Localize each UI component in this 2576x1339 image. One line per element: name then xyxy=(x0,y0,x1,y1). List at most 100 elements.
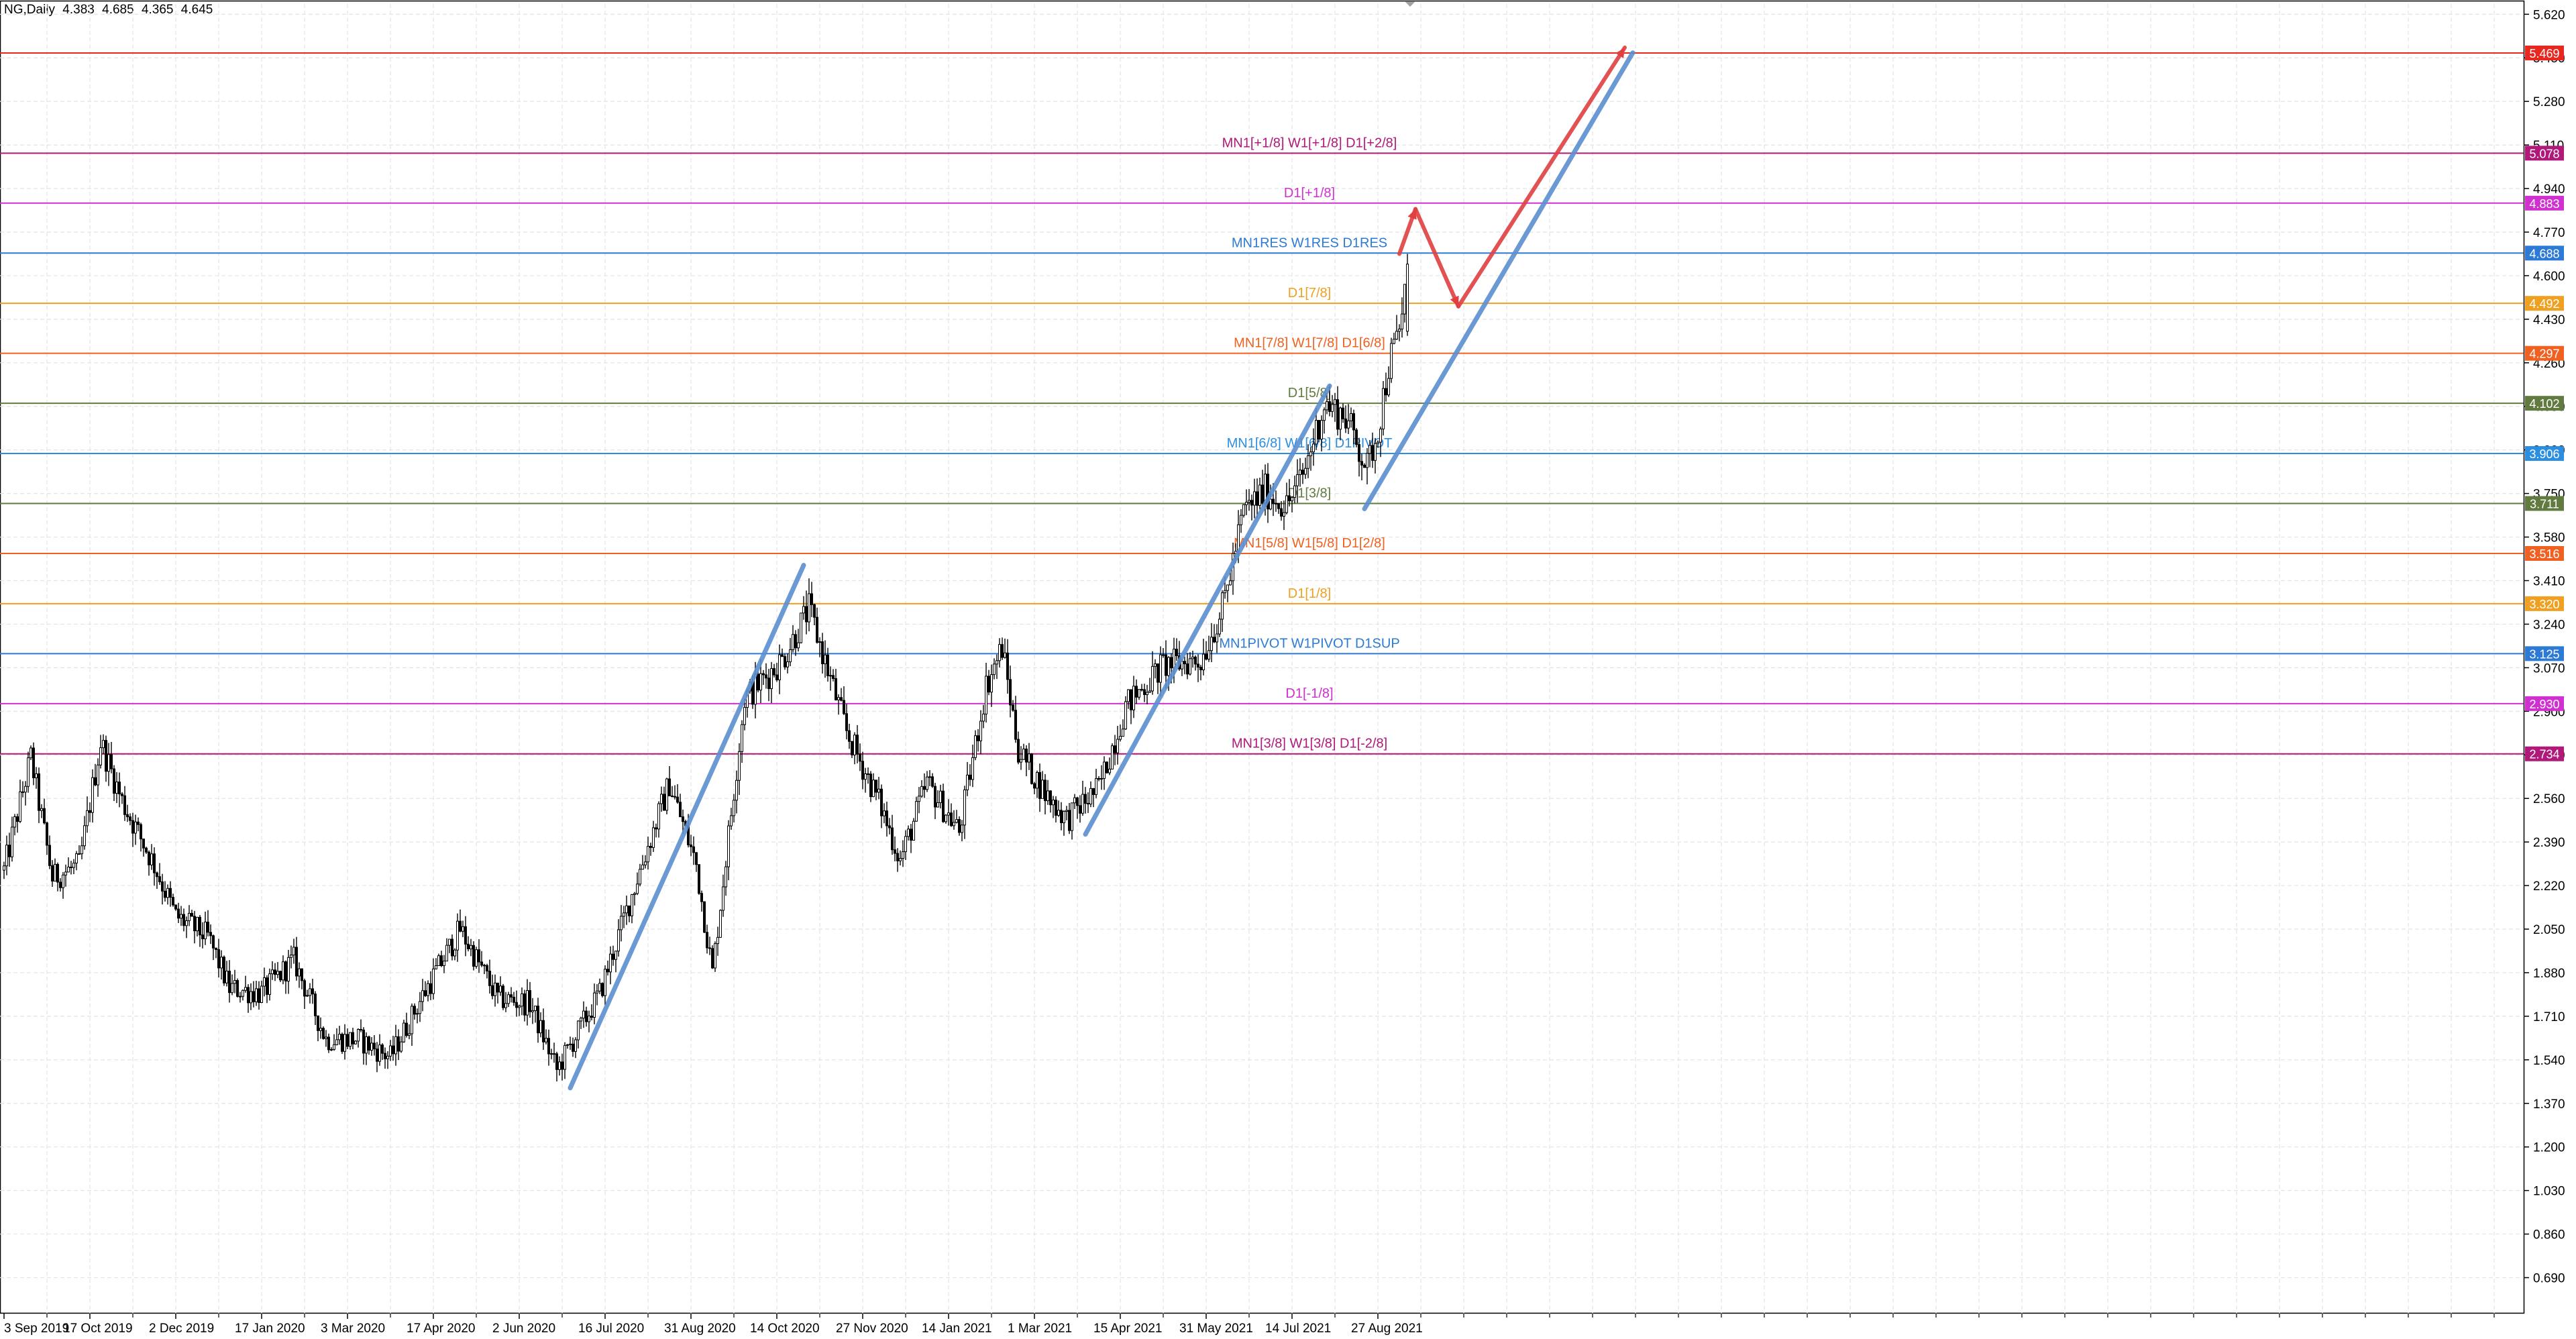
candle-body xyxy=(1221,592,1224,620)
y-tick-label: 0.860 xyxy=(2533,1228,2565,1242)
candle-body xyxy=(287,957,290,982)
candle xyxy=(453,948,456,961)
candle-body xyxy=(606,969,609,973)
candle-body xyxy=(945,814,947,822)
candle xyxy=(435,958,437,970)
candle-body xyxy=(1111,745,1114,769)
candle-body xyxy=(1205,653,1208,660)
candle xyxy=(888,818,891,835)
candle xyxy=(1374,437,1377,474)
candle xyxy=(1025,745,1028,777)
candle xyxy=(274,963,276,981)
candle-body xyxy=(494,982,496,996)
candle xyxy=(241,989,244,1001)
candle xyxy=(250,983,252,1010)
y-tick-label: 3.410 xyxy=(2533,574,2565,588)
candle-body xyxy=(1025,748,1028,763)
candle-body xyxy=(1157,663,1159,683)
candle xyxy=(649,843,652,856)
candle-body xyxy=(48,845,51,866)
candle xyxy=(572,1037,574,1057)
candle-body xyxy=(977,735,979,741)
candle xyxy=(1052,796,1055,818)
candle-body xyxy=(832,675,835,680)
candle xyxy=(1307,444,1309,478)
level-price-tag-text: 4.297 xyxy=(2529,347,2559,361)
candle-body xyxy=(456,920,459,951)
candle-body xyxy=(153,853,156,873)
candle xyxy=(1323,407,1326,434)
candle xyxy=(660,786,663,812)
candle xyxy=(961,820,963,842)
candle xyxy=(193,910,196,944)
candle-body xyxy=(252,991,255,1002)
candle-body xyxy=(818,641,821,643)
candle xyxy=(357,1028,360,1048)
candle xyxy=(1119,724,1122,742)
candle-body xyxy=(1052,800,1055,806)
level-price-tag xyxy=(2525,45,2564,60)
candle xyxy=(1339,407,1342,441)
candle xyxy=(655,823,657,838)
candle-body xyxy=(301,968,303,981)
candle xyxy=(91,769,94,823)
level-price-tag xyxy=(2525,496,2564,511)
candle-body xyxy=(1224,590,1226,594)
candle xyxy=(258,981,260,1010)
candle-body xyxy=(408,1033,411,1036)
candle-body xyxy=(939,790,942,804)
axes: 5.6205.4505.2805.1104.9404.7704.6004.430… xyxy=(3,8,2565,1336)
candle xyxy=(550,1049,553,1059)
y-tick-label: 2.560 xyxy=(2533,792,2565,806)
x-tick-label: 17 Apr 2020 xyxy=(407,1322,475,1336)
level-price-tag-text: 3.711 xyxy=(2530,498,2559,511)
candle-body xyxy=(582,1010,585,1019)
x-tick-label: 31 May 2021 xyxy=(1179,1322,1253,1336)
x-tick-label: 2 Dec 2019 xyxy=(149,1322,214,1336)
candle-body xyxy=(453,949,456,957)
candle xyxy=(43,798,46,825)
candle-body xyxy=(303,980,306,997)
candle-body xyxy=(1186,663,1189,675)
candle-body xyxy=(990,674,993,693)
candle-body xyxy=(1366,453,1368,468)
candle-body xyxy=(837,697,840,700)
candle xyxy=(1285,482,1288,515)
candle-body xyxy=(515,1002,518,1008)
candle-body xyxy=(1167,657,1170,676)
candle xyxy=(727,820,730,881)
candle-body xyxy=(113,768,115,794)
candle-body xyxy=(38,773,40,811)
candle-body xyxy=(1202,653,1205,671)
candle xyxy=(636,872,639,896)
candle-body xyxy=(80,845,83,855)
candle-body xyxy=(470,945,472,949)
candle-body xyxy=(1347,420,1350,429)
candle-body xyxy=(660,794,663,804)
candle-body xyxy=(523,993,526,1016)
candle xyxy=(824,640,826,678)
candle xyxy=(652,820,655,853)
candle-body xyxy=(596,990,598,994)
candle-body xyxy=(722,886,724,911)
candle xyxy=(529,981,531,1018)
candle-body xyxy=(867,773,869,775)
candle-body xyxy=(1004,652,1006,658)
candle-body xyxy=(663,794,665,811)
candle-body xyxy=(188,912,191,921)
candle xyxy=(480,951,483,967)
symbol-name: NG,Daily xyxy=(4,3,56,17)
candle-body xyxy=(915,801,918,822)
candle-body xyxy=(805,606,808,623)
candle xyxy=(209,924,212,945)
level-price-tag xyxy=(2525,195,2564,211)
candle xyxy=(118,772,121,808)
candle-body xyxy=(384,1053,386,1059)
candle-body xyxy=(655,827,657,830)
candle xyxy=(115,771,118,804)
candle-body xyxy=(904,836,907,853)
candle-body xyxy=(625,905,628,914)
candle xyxy=(668,765,671,796)
candle xyxy=(762,670,765,686)
